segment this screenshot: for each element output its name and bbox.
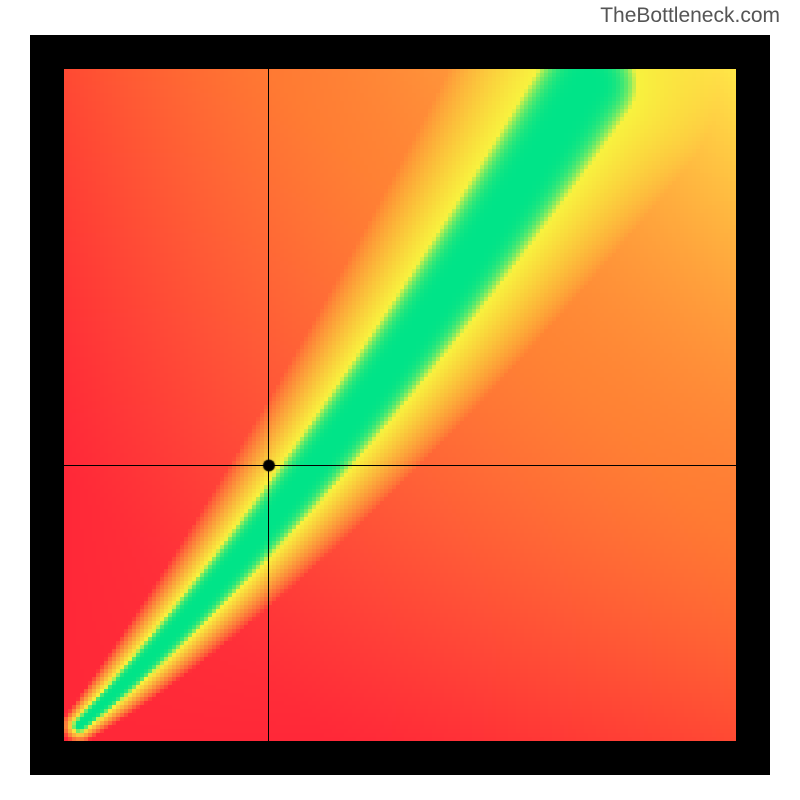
chart-plot-area	[64, 69, 736, 741]
chart-container: TheBottleneck.com	[0, 0, 800, 800]
marker-canvas	[64, 69, 736, 741]
chart-outer-frame	[30, 35, 770, 775]
watermark-text: TheBottleneck.com	[600, 4, 780, 28]
